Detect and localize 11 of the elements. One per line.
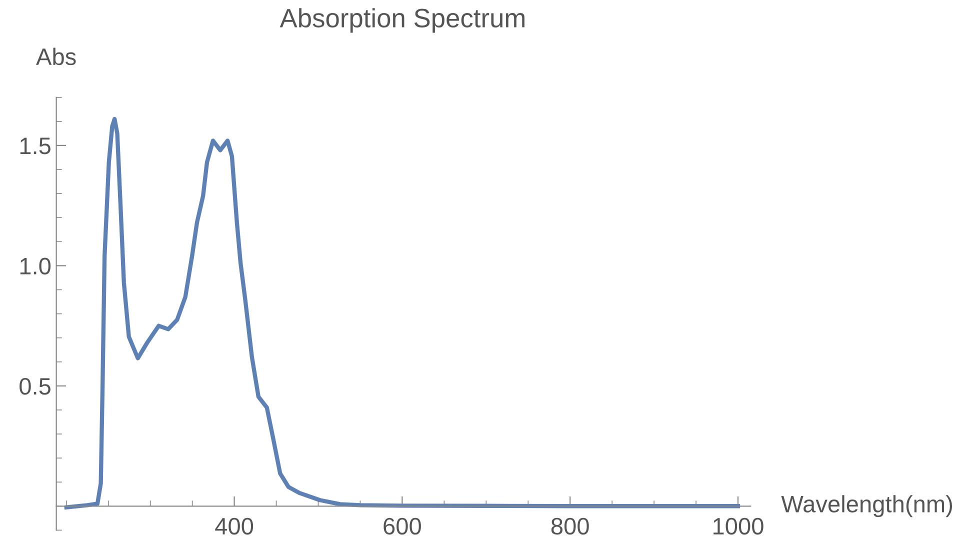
y-tick-label: 1.5: [20, 138, 50, 154]
x-axis-title: Wavelength(nm): [781, 495, 952, 518]
x-tick-label: 400: [215, 518, 254, 535]
x-tick-label: 1000: [714, 518, 764, 535]
x-tick-label: 800: [551, 518, 589, 535]
x-tick-label: 600: [384, 518, 421, 535]
line-series: [64, 116, 740, 510]
y-axis-title: Abs: [36, 48, 76, 66]
chart-title: Absorption Spectrum: [280, 8, 524, 33]
y-tick-label: 1.0: [20, 258, 51, 274]
y-tick-label: 0.5: [20, 378, 50, 395]
